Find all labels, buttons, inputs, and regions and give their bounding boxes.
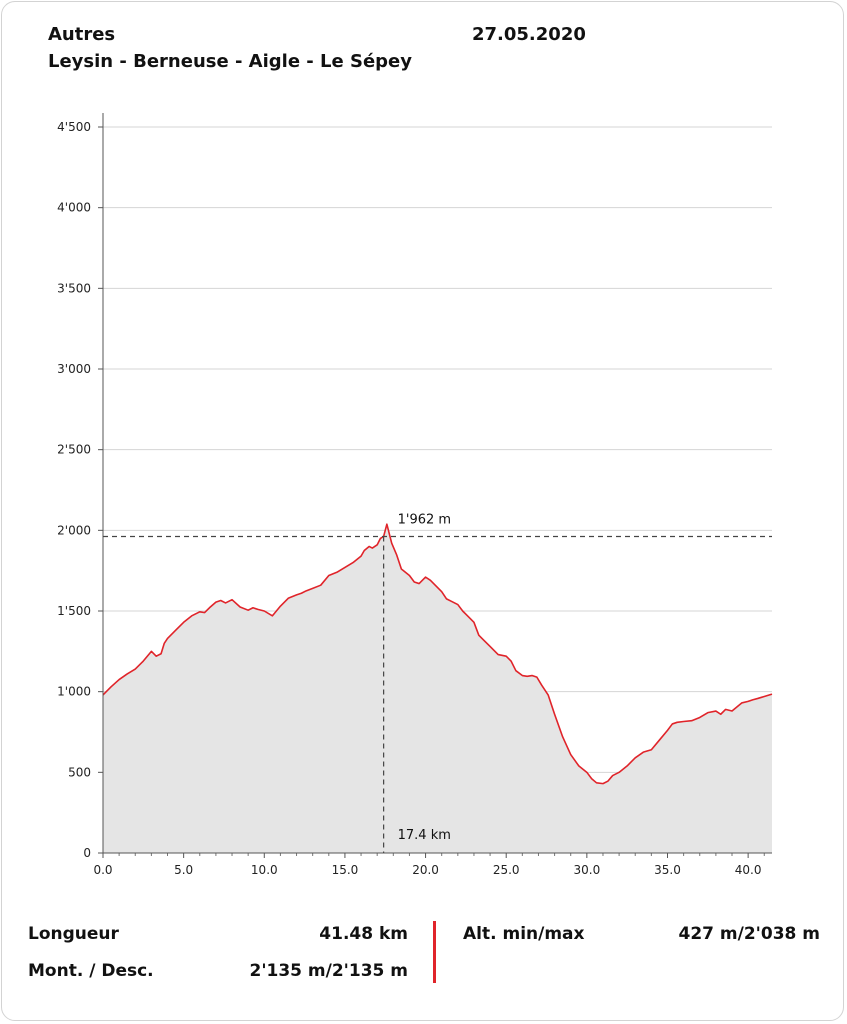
updown-value: 2'135 m/2'135 m (249, 961, 408, 981)
y-tick-label: 1'500 (57, 604, 91, 618)
x-tick-label: 40.0 (735, 863, 762, 877)
x-tick-label: 10.0 (251, 863, 278, 877)
y-tick-label: 4'500 (57, 120, 91, 134)
x-tick-label: 15.0 (332, 863, 359, 877)
x-tick-label: 5.0 (174, 863, 193, 877)
x-tick-label: 30.0 (573, 863, 600, 877)
chart-axes: 0 500 1'000 1'500 2'000 2'500 3'000 3'500 4'000 4… (57, 113, 772, 877)
elevation-profile-chart: 0 500 1'000 1'500 2'000 2'500 3'000 3'500 4'000 4… (57, 113, 773, 877)
length-label: Longueur (28, 924, 119, 944)
y-tick-label: 2'000 (57, 523, 91, 537)
x-tick-label: 20.0 (412, 863, 439, 877)
max-altitude-label: 1'962 m (398, 512, 451, 527)
updown-label: Mont. / Desc. (28, 961, 154, 981)
max-marker: 1'962 m 17.4 km (103, 512, 772, 853)
y-tick-label: 500 (68, 765, 91, 779)
y-tick-label: 3'500 (57, 281, 91, 295)
route-title: Leysin - Berneuse - Aigle - Le Sépey (48, 51, 412, 72)
y-tick-label: 3'000 (57, 362, 91, 376)
y-tick-label: 1'000 (57, 685, 91, 699)
length-value: 41.48 km (319, 924, 408, 944)
altitude-value: 427 m/2'038 m (678, 924, 820, 944)
elevation-area (103, 524, 772, 853)
altitude-label: Alt. min/max (463, 924, 585, 944)
y-tick-label: 0 (83, 846, 91, 860)
activity-category: Autres (48, 24, 116, 45)
stats-separator (433, 921, 436, 983)
y-tick-label: 4'000 (57, 201, 91, 215)
elevation-line (102, 523, 773, 785)
x-tick-label: 25.0 (493, 863, 520, 877)
x-tick-label: 0.0 (93, 863, 112, 877)
x-tick-label: 35.0 (654, 863, 681, 877)
y-tick-label: 2'500 (57, 443, 91, 457)
route-date: 27.05.2020 (472, 24, 586, 45)
max-distance-label: 17.4 km (398, 828, 451, 843)
